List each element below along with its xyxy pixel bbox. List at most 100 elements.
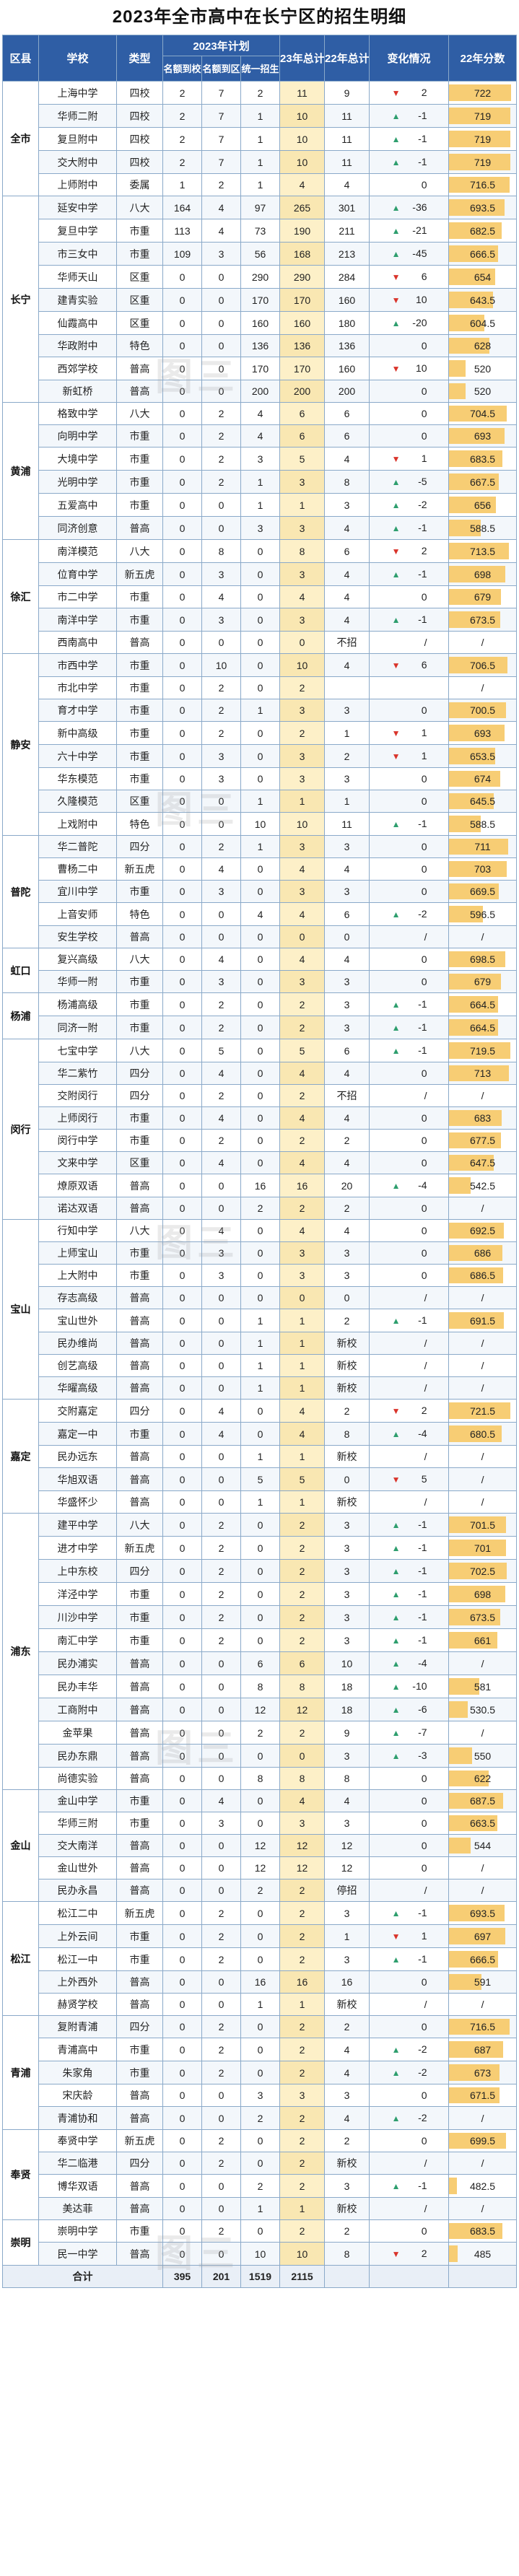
quota-school-cell: 0 xyxy=(162,1947,202,1971)
unified-cell: 0 xyxy=(240,1264,281,1287)
type-cell: 四校 xyxy=(116,81,163,105)
quota-district-cell: 2 xyxy=(201,1129,241,1152)
unified-cell: 0 xyxy=(240,1106,281,1130)
table-row: 闵行 七宝中学 八大 0 5 0 5 6 ▲ -1 719.5 xyxy=(2,1039,518,1220)
quota-school-cell: 0 xyxy=(162,1721,202,1745)
score-bar xyxy=(449,338,490,354)
change-value: / xyxy=(424,1337,427,1349)
change-value: 0 xyxy=(421,385,427,397)
total22-cell: 新校 xyxy=(324,2197,370,2220)
triangle-down-icon: ▼ xyxy=(391,2249,401,2259)
score-bar xyxy=(449,951,506,967)
table-row: 华政附中 特色 0 0 136 136 136 0 628 xyxy=(3,334,518,357)
type-cell: 普高 xyxy=(116,925,163,948)
quota-school-cell: 0 xyxy=(162,1354,202,1377)
school-cell: 安生学校 xyxy=(38,925,117,948)
unified-cell: 160 xyxy=(240,311,281,335)
quota-district-cell: 7 xyxy=(201,150,241,174)
quota-district-cell: 3 xyxy=(201,744,241,768)
score-cell: 686.5 xyxy=(448,1264,518,1287)
score-cell: 691.5 xyxy=(448,1309,518,1332)
table-row: 民办远东 普高 0 0 1 1 新校 / / xyxy=(3,1445,518,1468)
change-cell: 0 xyxy=(369,585,450,608)
unified-cell: 4 xyxy=(240,902,281,926)
change-value: / xyxy=(424,1451,427,1462)
school-cell: 崇明中学 xyxy=(38,2219,117,2243)
school-cell: 创艺高级 xyxy=(38,1354,117,1377)
score-bar xyxy=(449,566,506,582)
table-row: 宜川中学 市重 0 3 0 3 3 0 669.5 xyxy=(3,880,518,903)
change-cell: ▲ -1 xyxy=(369,104,450,128)
school-cell: 金山中学 xyxy=(38,1789,117,1812)
change-value: / xyxy=(424,1885,427,1896)
score-bar xyxy=(449,1177,471,1194)
total22-cell: 6 xyxy=(324,539,370,563)
quota-district-cell: 8 xyxy=(201,539,241,563)
score-bar xyxy=(449,1245,503,1261)
quota-district-cell: 0 xyxy=(201,334,241,357)
total22-cell: 3 xyxy=(324,1513,370,1537)
total23-cell: 0 xyxy=(279,925,326,948)
type-cell: 普高 xyxy=(116,1354,163,1377)
quota-district-cell: 2 xyxy=(201,721,241,745)
quota-district-cell: 4 xyxy=(201,948,241,971)
score-bar xyxy=(449,793,494,809)
score-value: / xyxy=(481,1202,484,1214)
score-bar xyxy=(449,1223,505,1239)
score-value: 704.5 xyxy=(469,408,496,419)
district-cell: 徐汇 xyxy=(2,539,39,654)
school-cell: 格致中学 xyxy=(38,402,117,425)
score-value: 482.5 xyxy=(469,2180,496,2192)
quota-school-cell: 0 xyxy=(162,288,202,312)
unified-cell: 0 xyxy=(240,2061,281,2084)
type-cell: 普高 xyxy=(116,516,163,540)
change-cell: 0 xyxy=(369,1197,450,1220)
table-row: 上戏附中 特色 0 0 10 10 11 ▲ -1 588.5 xyxy=(3,812,518,836)
triangle-down-icon: ▼ xyxy=(391,751,401,761)
type-cell: 普高 xyxy=(116,1767,163,1790)
change-cell: ▲ -1 xyxy=(369,1039,450,1062)
quota-district-cell: 2 xyxy=(201,1628,241,1652)
score-bar xyxy=(449,2087,500,2103)
unified-cell: 0 xyxy=(240,676,281,699)
total22-cell: 新校 xyxy=(324,1445,370,1468)
score-cell: 706.5 xyxy=(448,653,518,677)
quota-district-cell: 3 xyxy=(201,562,241,586)
type-cell: 市重 xyxy=(116,1106,163,1130)
total22-cell: 3 xyxy=(324,2084,370,2107)
total23-cell: 4 xyxy=(279,1106,326,1130)
quota-school-cell: 0 xyxy=(162,1970,202,1994)
school-cell: 上戏附中 xyxy=(38,812,117,836)
score-value: 669.5 xyxy=(469,886,496,897)
school-cell: 行知中学 xyxy=(38,1219,117,1242)
score-value: 698 xyxy=(474,1588,492,1600)
score-cell: 719 xyxy=(448,104,518,128)
total23-cell: 10 xyxy=(279,127,326,151)
type-cell: 四分 xyxy=(116,1084,163,1107)
change-cell: ▲ -1 xyxy=(369,516,450,540)
triangle-up-icon: ▲ xyxy=(391,2045,401,2055)
total23-cell: 4 xyxy=(279,585,326,608)
table-row: 华盛怀少 普高 0 0 1 1 新校 / / xyxy=(3,1490,518,1514)
unified-cell: 2 xyxy=(240,1197,281,1220)
quota-district-cell: 2 xyxy=(201,992,241,1016)
total22-cell: 新校 xyxy=(324,1993,370,2016)
table-row: 交大附中 四校 2 7 1 10 11 ▲ -1 719 xyxy=(3,150,518,174)
score-bar xyxy=(449,2064,500,2081)
score-cell: 485 xyxy=(448,2242,518,2266)
type-cell: 市重 xyxy=(116,424,163,447)
total22-cell: 不招 xyxy=(324,631,370,654)
score-cell: 701 xyxy=(448,1536,518,1560)
type-cell: 八大 xyxy=(116,1219,163,1242)
total22-cell: 4 xyxy=(324,562,370,586)
triangle-up-icon: ▲ xyxy=(391,1955,401,1965)
unified-cell: 0 xyxy=(240,631,281,654)
score-cell: 673.5 xyxy=(448,1605,518,1629)
total22-cell: 12 xyxy=(324,1856,370,1879)
school-cell: 上外云间 xyxy=(38,1924,117,1948)
triangle-up-icon: ▲ xyxy=(391,1000,401,1010)
score-bar xyxy=(449,1793,503,1809)
table-row: 新中高级 市重 0 2 0 2 1 ▼ 1 693 xyxy=(3,721,518,745)
change-cell: 0 xyxy=(369,2084,450,2107)
total23-cell: 2 xyxy=(279,1879,326,1902)
